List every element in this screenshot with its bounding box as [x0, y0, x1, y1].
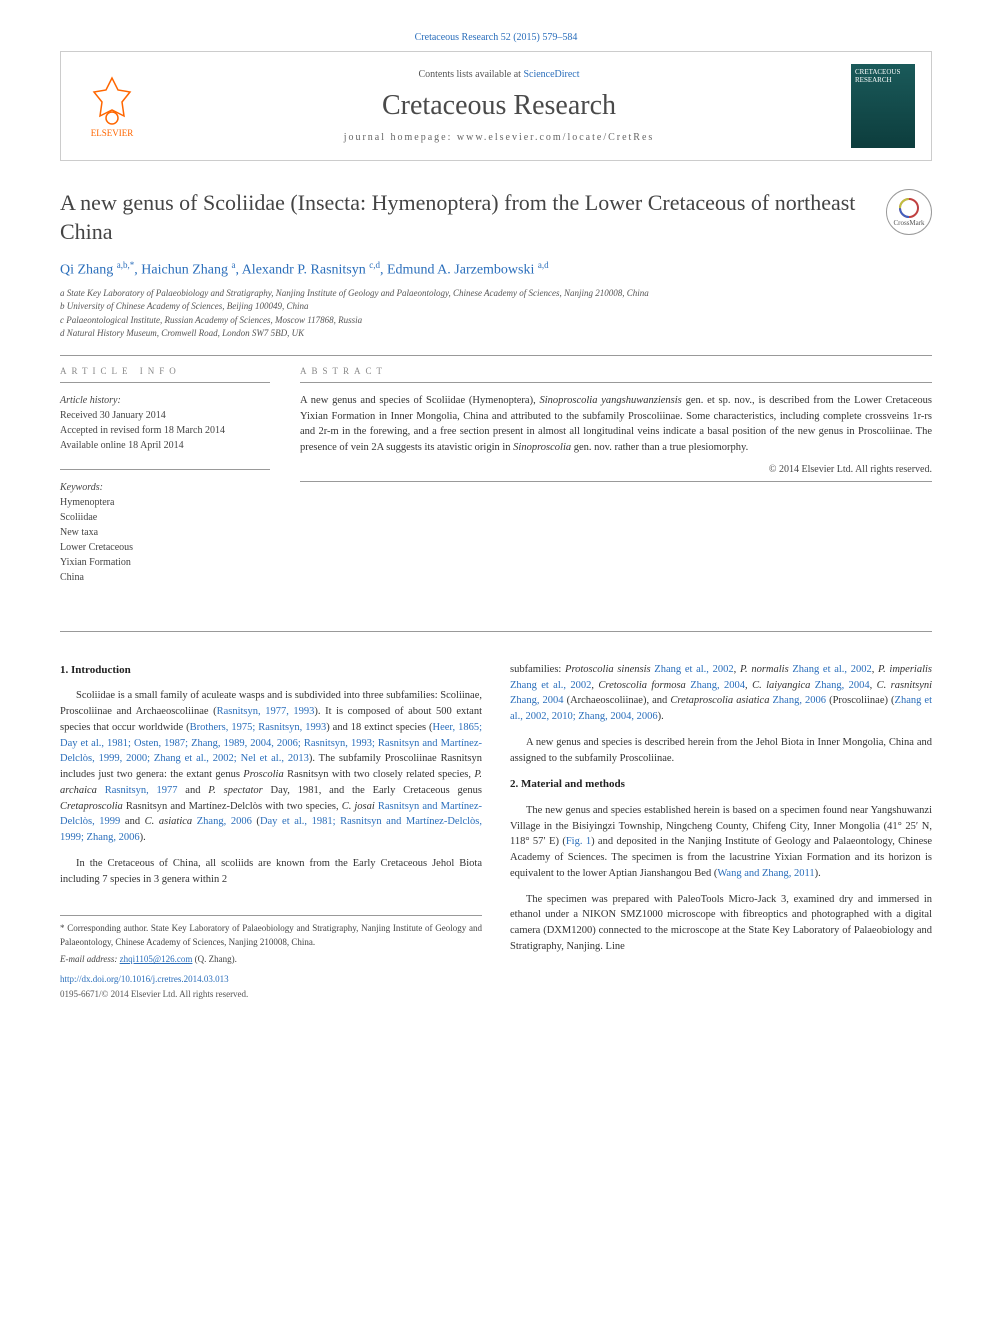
abstract-label: ABSTRACT [300, 366, 932, 376]
doi-link[interactable]: http://dx.doi.org/10.1016/j.cretres.2014… [60, 973, 482, 987]
keywords-block: Keywords: Hymenoptera Scoliidae New taxa… [60, 480, 270, 585]
divider [300, 382, 932, 383]
abstract-text: A new genus and species of Scoliidae (Hy… [300, 393, 932, 456]
email-line: E-mail address: zhqi1105@126.com (Q. Zha… [60, 953, 482, 967]
elsevier-logo: ELSEVIER [77, 66, 147, 146]
methods-heading: 2. Material and methods [510, 776, 932, 793]
divider [60, 382, 270, 383]
journal-name: Cretaceous Research [147, 90, 851, 122]
article-history: Article history: Received 30 January 201… [60, 393, 270, 453]
affil-b: b University of Chinese Academy of Scien… [60, 300, 932, 314]
col2-p1: subfamilies: Protoscolia sinensis Zhang … [510, 662, 932, 725]
issn-copyright: 0195-6671/© 2014 Elsevier Ltd. All right… [60, 988, 482, 1002]
column-left: 1. Introduction Scoliidae is a small fam… [60, 662, 482, 1002]
footer-block: * Corresponding author. State Key Labora… [60, 915, 482, 1002]
methods-p1: The new genus and species established he… [510, 803, 932, 882]
article-info-label: ARTICLE INFO [60, 366, 270, 376]
crossmark-badge[interactable]: CrossMark [886, 189, 932, 235]
affil-d: d Natural History Museum, Cromwell Road,… [60, 327, 932, 341]
journal-cover-thumb: CRETACEOUS RESEARCH [851, 64, 915, 148]
col2-p2: A new genus and species is described her… [510, 735, 932, 767]
contents-line: Contents lists available at ScienceDirec… [147, 69, 851, 80]
journal-homepage: journal homepage: www.elsevier.com/locat… [147, 132, 851, 143]
intro-p2: In the Cretaceous of China, all scoliids… [60, 856, 482, 888]
sciencedirect-link[interactable]: ScienceDirect [523, 69, 579, 80]
abstract-col: ABSTRACT A new genus and species of Scol… [300, 366, 932, 601]
article-info-col: ARTICLE INFO Article history: Received 3… [60, 366, 270, 601]
email-link[interactable]: zhqi1105@126.com [120, 954, 193, 964]
corresponding-author: * Corresponding author. State Key Labora… [60, 922, 482, 949]
abstract-copyright: © 2014 Elsevier Ltd. All rights reserved… [300, 464, 932, 475]
intro-p1: Scoliidae is a small family of aculeate … [60, 688, 482, 846]
affil-a: a State Key Laboratory of Palaeobiology … [60, 287, 932, 301]
journal-header-box: ELSEVIER Contents lists available at Sci… [60, 51, 932, 161]
divider [60, 355, 932, 356]
article-title: A new genus of Scoliidae (Insecta: Hymen… [60, 189, 874, 246]
header-citation: Cretaceous Research 52 (2015) 579–584 [60, 32, 932, 43]
divider [60, 631, 932, 632]
affiliations: a State Key Laboratory of Palaeobiology … [60, 287, 932, 341]
methods-p2: The specimen was prepared with PaleoTool… [510, 892, 932, 955]
intro-heading: 1. Introduction [60, 662, 482, 679]
authors-line: Qi Zhang a,b,*, Haichun Zhang a, Alexand… [60, 260, 932, 279]
divider [300, 481, 932, 482]
affil-c: c Palaeontological Institute, Russian Ac… [60, 314, 932, 328]
divider [60, 469, 270, 470]
header-center: Contents lists available at ScienceDirec… [147, 69, 851, 143]
body-columns: 1. Introduction Scoliidae is a small fam… [60, 662, 932, 1002]
column-right: subfamilies: Protoscolia sinensis Zhang … [510, 662, 932, 1002]
